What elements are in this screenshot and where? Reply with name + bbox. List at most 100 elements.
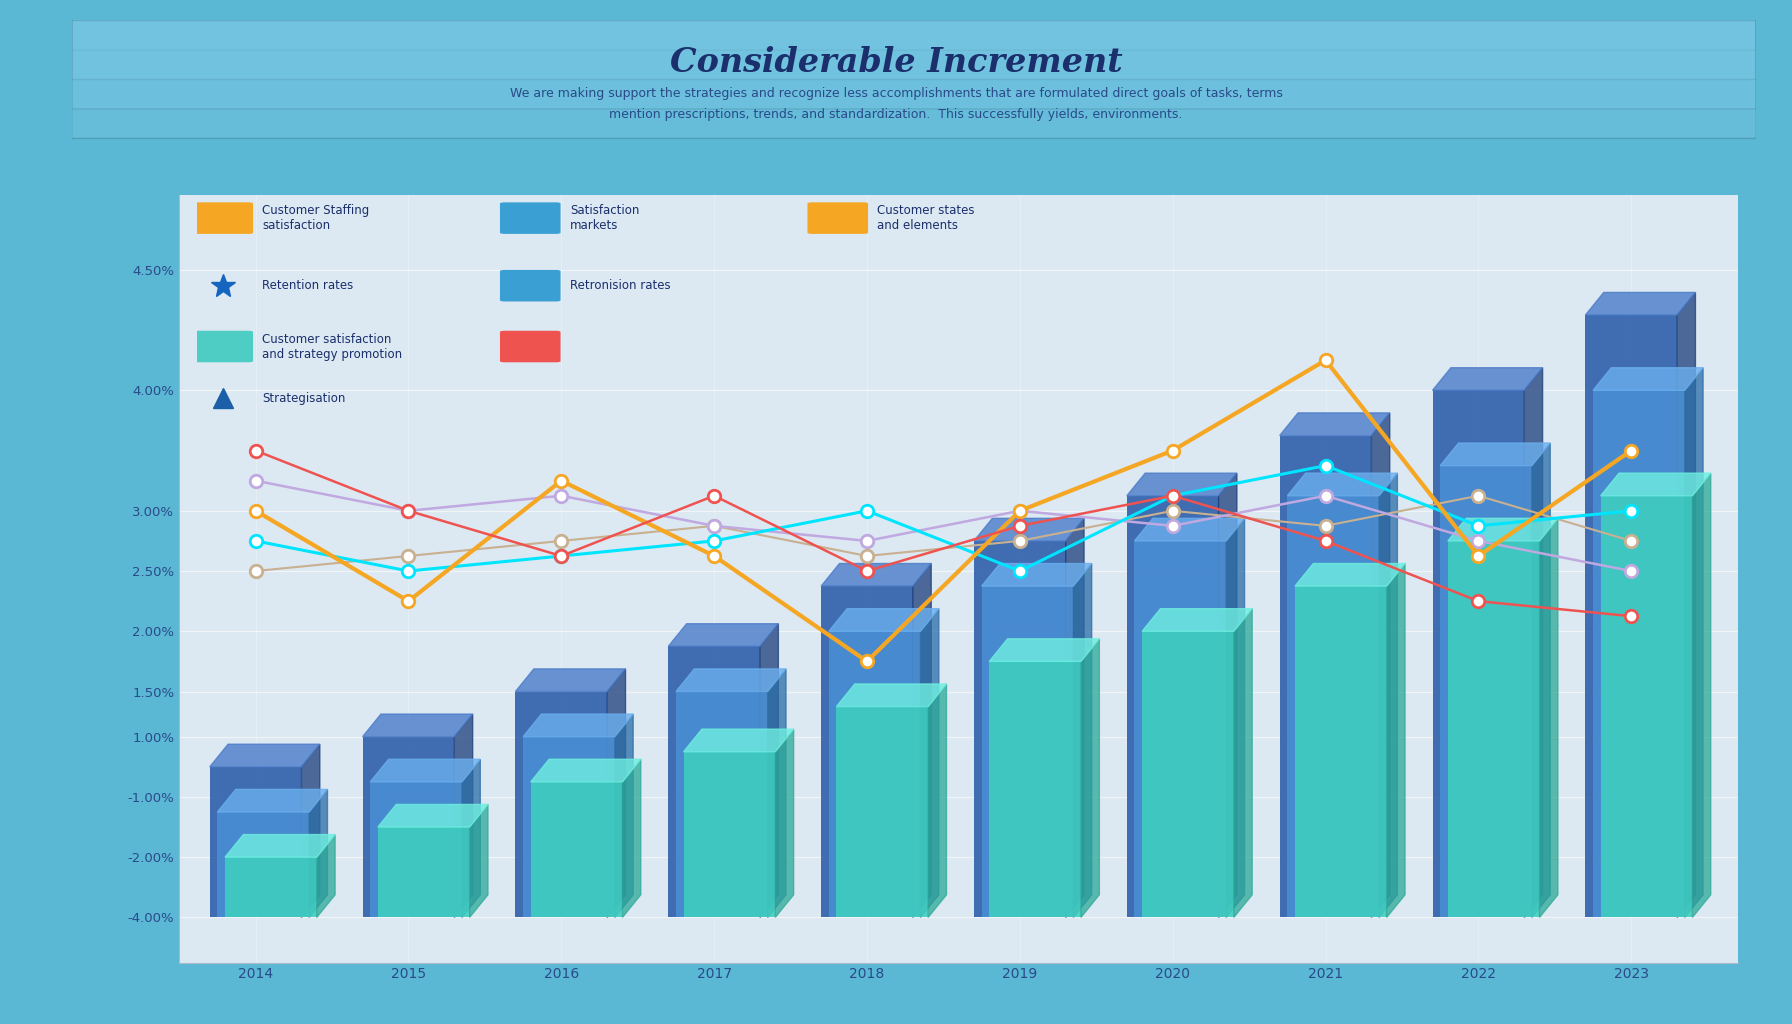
Text: We are making support the strategies and recognize less accomplishments that are: We are making support the strategies and… — [509, 87, 1283, 100]
Polygon shape — [1387, 563, 1405, 918]
Polygon shape — [1684, 368, 1702, 918]
Polygon shape — [470, 805, 487, 918]
Bar — [830, 631, 921, 918]
Polygon shape — [837, 684, 946, 707]
Bar — [683, 752, 776, 918]
Bar — [989, 662, 1081, 918]
Polygon shape — [1219, 473, 1236, 918]
Bar — [1432, 390, 1525, 918]
Polygon shape — [1134, 518, 1244, 541]
Polygon shape — [928, 684, 946, 918]
Polygon shape — [1380, 473, 1398, 918]
Text: Retention rates: Retention rates — [262, 280, 353, 292]
Polygon shape — [217, 790, 328, 812]
Polygon shape — [760, 624, 778, 918]
Polygon shape — [455, 714, 473, 918]
Bar — [676, 691, 767, 918]
Text: Considerable Increment: Considerable Increment — [670, 46, 1122, 79]
Polygon shape — [1296, 563, 1405, 586]
FancyBboxPatch shape — [500, 331, 561, 362]
Polygon shape — [821, 563, 932, 586]
Polygon shape — [767, 669, 787, 918]
Polygon shape — [1279, 413, 1391, 435]
Polygon shape — [1226, 518, 1244, 918]
Polygon shape — [1692, 473, 1711, 918]
FancyBboxPatch shape — [192, 331, 253, 362]
Polygon shape — [683, 729, 794, 752]
Polygon shape — [1287, 473, 1398, 496]
Polygon shape — [1127, 473, 1236, 496]
Bar — [226, 857, 317, 918]
Bar — [1600, 496, 1692, 918]
Bar — [1586, 315, 1677, 918]
Bar — [1287, 496, 1380, 918]
Bar — [821, 586, 912, 918]
Polygon shape — [1539, 518, 1557, 918]
FancyBboxPatch shape — [500, 270, 561, 301]
Polygon shape — [378, 805, 487, 827]
Text: Customer Staffing
satisfaction: Customer Staffing satisfaction — [262, 204, 369, 232]
Polygon shape — [530, 759, 642, 782]
Polygon shape — [607, 669, 625, 918]
Bar — [378, 827, 470, 918]
Bar — [1296, 586, 1387, 918]
Bar — [975, 541, 1066, 918]
Polygon shape — [371, 759, 480, 782]
Polygon shape — [615, 714, 633, 918]
Polygon shape — [1371, 413, 1391, 918]
Polygon shape — [622, 759, 642, 918]
Text: Retronision rates: Retronision rates — [570, 280, 670, 292]
Polygon shape — [523, 714, 633, 736]
Bar — [1142, 631, 1235, 918]
Polygon shape — [912, 563, 932, 918]
Bar — [837, 707, 928, 918]
FancyBboxPatch shape — [500, 203, 561, 233]
Text: Customer satisfaction
and strategy promotion: Customer satisfaction and strategy promo… — [262, 333, 403, 360]
Polygon shape — [921, 608, 939, 918]
Bar — [516, 691, 607, 918]
Polygon shape — [975, 518, 1084, 541]
Polygon shape — [1532, 443, 1550, 918]
FancyBboxPatch shape — [72, 20, 1756, 138]
Bar — [1134, 541, 1226, 918]
Polygon shape — [226, 835, 335, 857]
Polygon shape — [1593, 368, 1702, 390]
FancyBboxPatch shape — [192, 203, 253, 233]
Bar — [362, 736, 455, 918]
Bar — [982, 586, 1073, 918]
Text: mention prescriptions, trends, and standardization.  This successfully yields, e: mention prescriptions, trends, and stand… — [609, 108, 1183, 121]
Bar — [1448, 541, 1539, 918]
Polygon shape — [1586, 293, 1695, 315]
Polygon shape — [1142, 608, 1253, 631]
FancyBboxPatch shape — [72, 1, 1756, 80]
Bar — [217, 812, 310, 918]
Polygon shape — [830, 608, 939, 631]
Polygon shape — [301, 744, 319, 918]
Bar — [1441, 466, 1532, 918]
Polygon shape — [1448, 518, 1557, 541]
Bar — [530, 782, 622, 918]
Polygon shape — [776, 729, 794, 918]
Polygon shape — [516, 669, 625, 691]
Polygon shape — [1432, 368, 1543, 390]
Bar — [371, 782, 462, 918]
Polygon shape — [1081, 639, 1098, 918]
Polygon shape — [982, 563, 1091, 586]
Bar — [1279, 435, 1371, 918]
Bar — [523, 736, 615, 918]
Bar — [1593, 390, 1684, 918]
Text: Satisfaction
markets: Satisfaction markets — [570, 204, 640, 232]
Bar — [210, 767, 301, 918]
Bar — [668, 646, 760, 918]
Polygon shape — [1441, 443, 1550, 466]
Text: Customer states
and elements: Customer states and elements — [878, 204, 975, 232]
Polygon shape — [1235, 608, 1253, 918]
Polygon shape — [668, 624, 778, 646]
FancyBboxPatch shape — [72, 10, 1756, 109]
Polygon shape — [210, 744, 319, 767]
Polygon shape — [989, 639, 1098, 662]
Polygon shape — [1066, 518, 1084, 918]
Bar — [1127, 496, 1219, 918]
Polygon shape — [1073, 563, 1091, 918]
FancyBboxPatch shape — [808, 203, 867, 233]
